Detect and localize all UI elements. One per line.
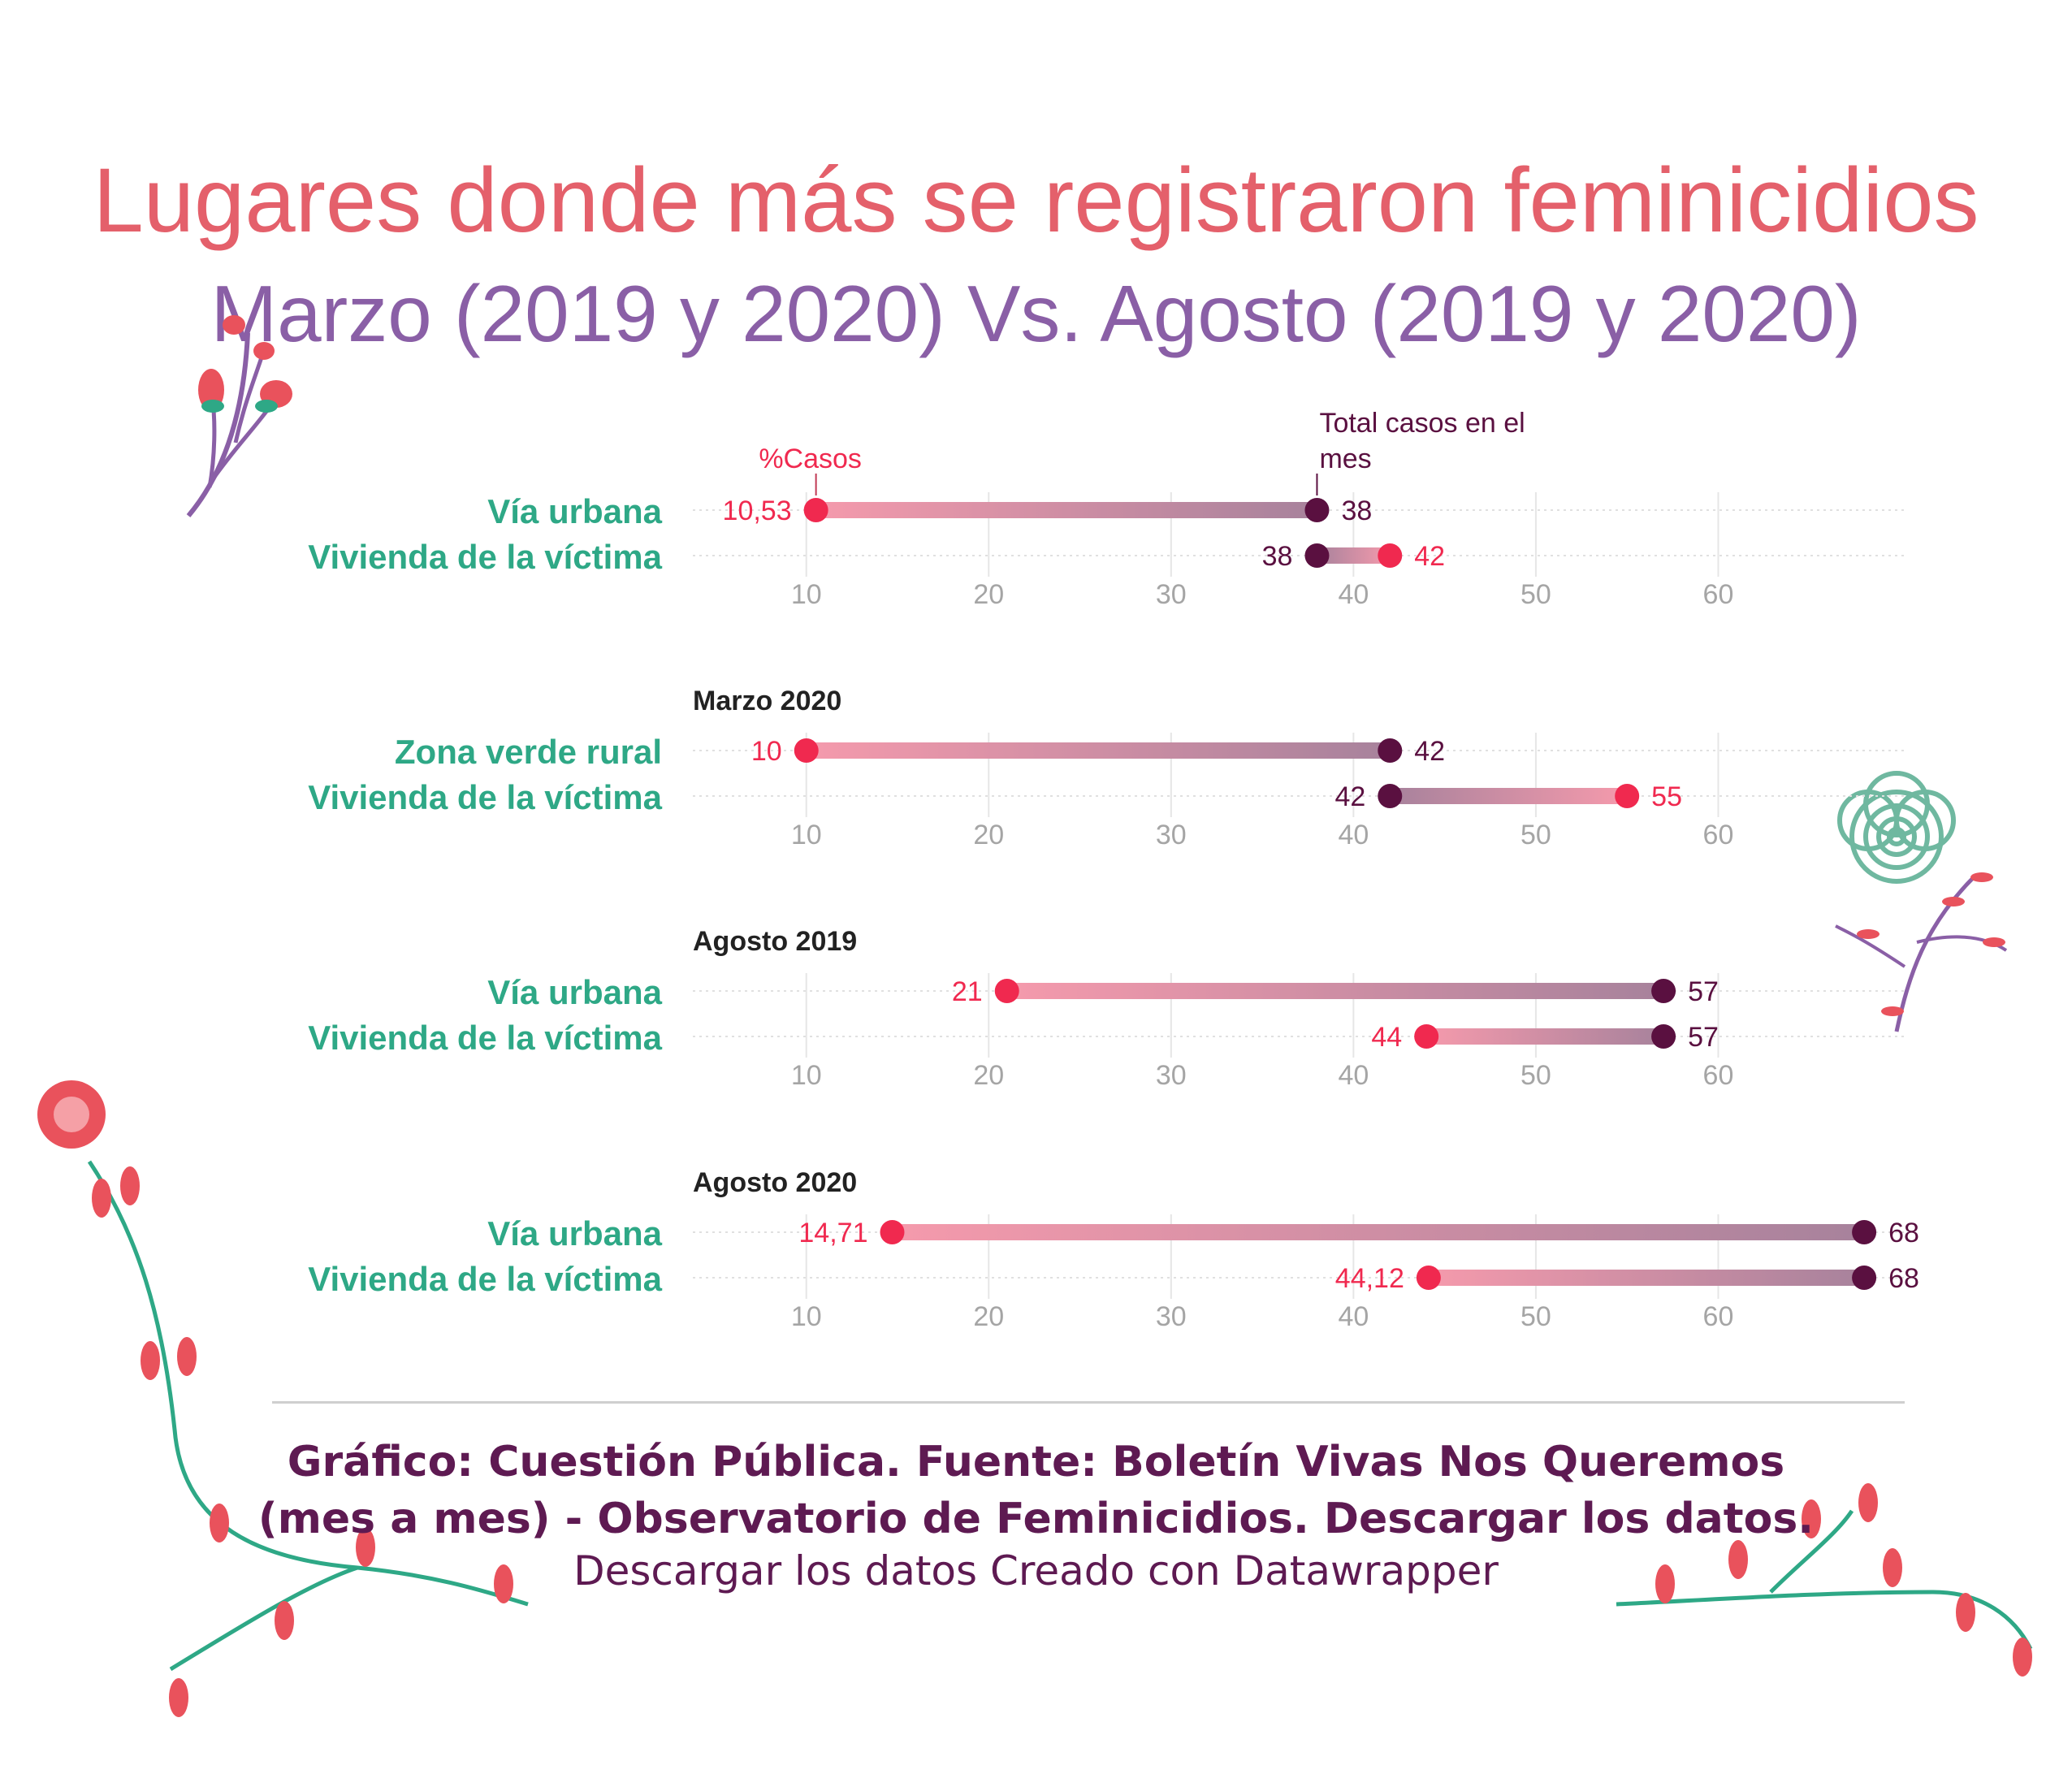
category-label: Vivienda de la víctima xyxy=(308,538,662,576)
category-label: Vivienda de la víctima xyxy=(308,1260,662,1298)
footer-credit-line1: Gráfico: Cuestión Pública. Fuente: Bolet… xyxy=(287,1438,1785,1486)
total-dot xyxy=(1378,784,1403,808)
pct-value-label: 14,71 xyxy=(798,1218,867,1248)
panel-title: Agosto 2020 xyxy=(693,1167,857,1198)
footer-download-link[interactable]: Descargar los datos Creado con Datawrapp… xyxy=(573,1547,1499,1594)
pct-value-label: 21 xyxy=(952,976,983,1007)
x-tick-label: 20 xyxy=(973,1301,1004,1332)
pct-dot xyxy=(803,498,828,522)
total-dot xyxy=(1651,1024,1676,1049)
page-subtitle: Marzo (2019 y 2020) Vs. Agosto (2019 y 2… xyxy=(210,269,1862,358)
panel-title: Agosto 2019 xyxy=(693,926,857,957)
category-label: Vivienda de la víctima xyxy=(308,1019,662,1057)
dumbbell-bar xyxy=(1317,547,1391,564)
footer-divider xyxy=(272,1401,1905,1404)
pct-dot xyxy=(1378,543,1403,568)
x-tick-label: 50 xyxy=(1520,579,1551,610)
total-dot xyxy=(1651,979,1676,1003)
pct-dot xyxy=(1414,1024,1439,1049)
x-tick-label: 10 xyxy=(791,1301,822,1332)
x-tick-label: 50 xyxy=(1520,1301,1551,1332)
legend-total-label: Total casos en el xyxy=(1319,408,1525,439)
dumbbell-bar xyxy=(1426,1028,1664,1045)
x-tick-label: 30 xyxy=(1156,579,1187,610)
x-tick-label: 20 xyxy=(973,579,1004,610)
x-tick-label: 50 xyxy=(1520,1060,1551,1091)
x-tick-label: 10 xyxy=(791,820,822,850)
x-tick-label: 60 xyxy=(1703,579,1734,610)
x-tick-label: 20 xyxy=(973,1060,1004,1091)
pct-dot xyxy=(880,1220,905,1244)
page-title: Lugares donde más se registraron feminic… xyxy=(93,149,1979,251)
pct-dot xyxy=(1615,784,1640,808)
dumbbell-bar xyxy=(1390,788,1628,804)
total-value-label: 68 xyxy=(1888,1218,1919,1248)
flower-sprig-icon xyxy=(186,315,292,517)
vine-branch-icon xyxy=(1835,872,2008,1032)
x-tick-label: 40 xyxy=(1338,820,1369,850)
flower-bud-icon xyxy=(37,1080,2033,1717)
pct-value-label: 10 xyxy=(751,736,782,767)
pct-dot xyxy=(1416,1266,1441,1290)
total-value-label: 42 xyxy=(1334,781,1365,812)
footer-credit-line2[interactable]: (mes a mes) - Observatorio de Feminicidi… xyxy=(257,1495,1815,1543)
chart-panel: Agosto 2020 10 20 30 40 50 60 Vía urbana 14,71 68… xyxy=(308,1167,1919,1332)
total-value-label: 38 xyxy=(1341,495,1372,526)
chart-panel: 10 20 30 40 50 60 Vía urbana 10,53 38 Vivienda de… xyxy=(308,408,1905,610)
category-label: Vivienda de la víctima xyxy=(308,778,662,816)
x-tick-label: 30 xyxy=(1156,1301,1187,1332)
category-label: Vía urbana xyxy=(487,1214,662,1253)
dumbbell-bar xyxy=(1428,1270,1865,1286)
plot-area: 10 20 30 40 50 60 Vía urbana 10,53 38 Vivienda de… xyxy=(308,408,1919,1332)
pct-dot xyxy=(794,738,819,763)
category-label: Vía urbana xyxy=(487,973,662,1011)
total-dot xyxy=(1304,498,1330,522)
x-tick-label: 40 xyxy=(1338,579,1369,610)
x-tick-label: 40 xyxy=(1338,1301,1369,1332)
x-tick-label: 60 xyxy=(1703,1060,1734,1091)
panel-title: Marzo 2020 xyxy=(693,686,841,716)
category-label: Zona verde rural xyxy=(395,733,662,771)
total-dot xyxy=(1304,543,1330,568)
x-tick-label: 60 xyxy=(1703,1301,1734,1332)
chart-panel: Agosto 2019 10 20 30 40 50 60 Vía urbana 21 57 Viv… xyxy=(308,926,1905,1091)
x-tick-label: 10 xyxy=(791,579,822,610)
pct-value-label: 42 xyxy=(1414,541,1445,572)
x-tick-label: 20 xyxy=(973,820,1004,850)
x-tick-label: 30 xyxy=(1156,1060,1187,1091)
total-value-label: 38 xyxy=(1262,541,1293,572)
total-dot xyxy=(1852,1266,1877,1290)
dumbbell-bar xyxy=(806,742,1391,759)
total-dot xyxy=(1378,738,1403,763)
x-tick-label: 40 xyxy=(1338,1060,1369,1091)
pct-dot xyxy=(994,979,1019,1003)
legend-pct-label: %Casos xyxy=(759,444,862,474)
x-tick-label: 60 xyxy=(1703,820,1734,850)
total-value-label: 57 xyxy=(1688,976,1719,1007)
total-value-label: 42 xyxy=(1414,736,1445,767)
chart-panel: Marzo 2020 10 20 30 40 50 60 Zona verde rural 10… xyxy=(308,686,1905,850)
x-tick-label: 30 xyxy=(1156,820,1187,850)
dumbbell-bar xyxy=(892,1224,1865,1240)
total-dot xyxy=(1852,1220,1877,1244)
x-tick-label: 10 xyxy=(791,1060,822,1091)
total-value-label: 57 xyxy=(1688,1022,1719,1053)
category-label: Vía urbana xyxy=(487,492,662,530)
x-tick-label: 50 xyxy=(1520,820,1551,850)
pct-value-label: 55 xyxy=(1651,781,1682,812)
total-value-label: 68 xyxy=(1888,1263,1919,1294)
pct-value-label: 44 xyxy=(1371,1022,1402,1053)
dumbbell-bar xyxy=(815,502,1317,518)
spiral-rose-icon xyxy=(1837,771,1956,884)
dumbbell-bar xyxy=(1006,983,1664,999)
legend-total-label-cont: mes xyxy=(1319,444,1371,474)
pct-value-label: 44,12 xyxy=(1335,1263,1404,1294)
pct-value-label: 10,53 xyxy=(723,495,792,526)
